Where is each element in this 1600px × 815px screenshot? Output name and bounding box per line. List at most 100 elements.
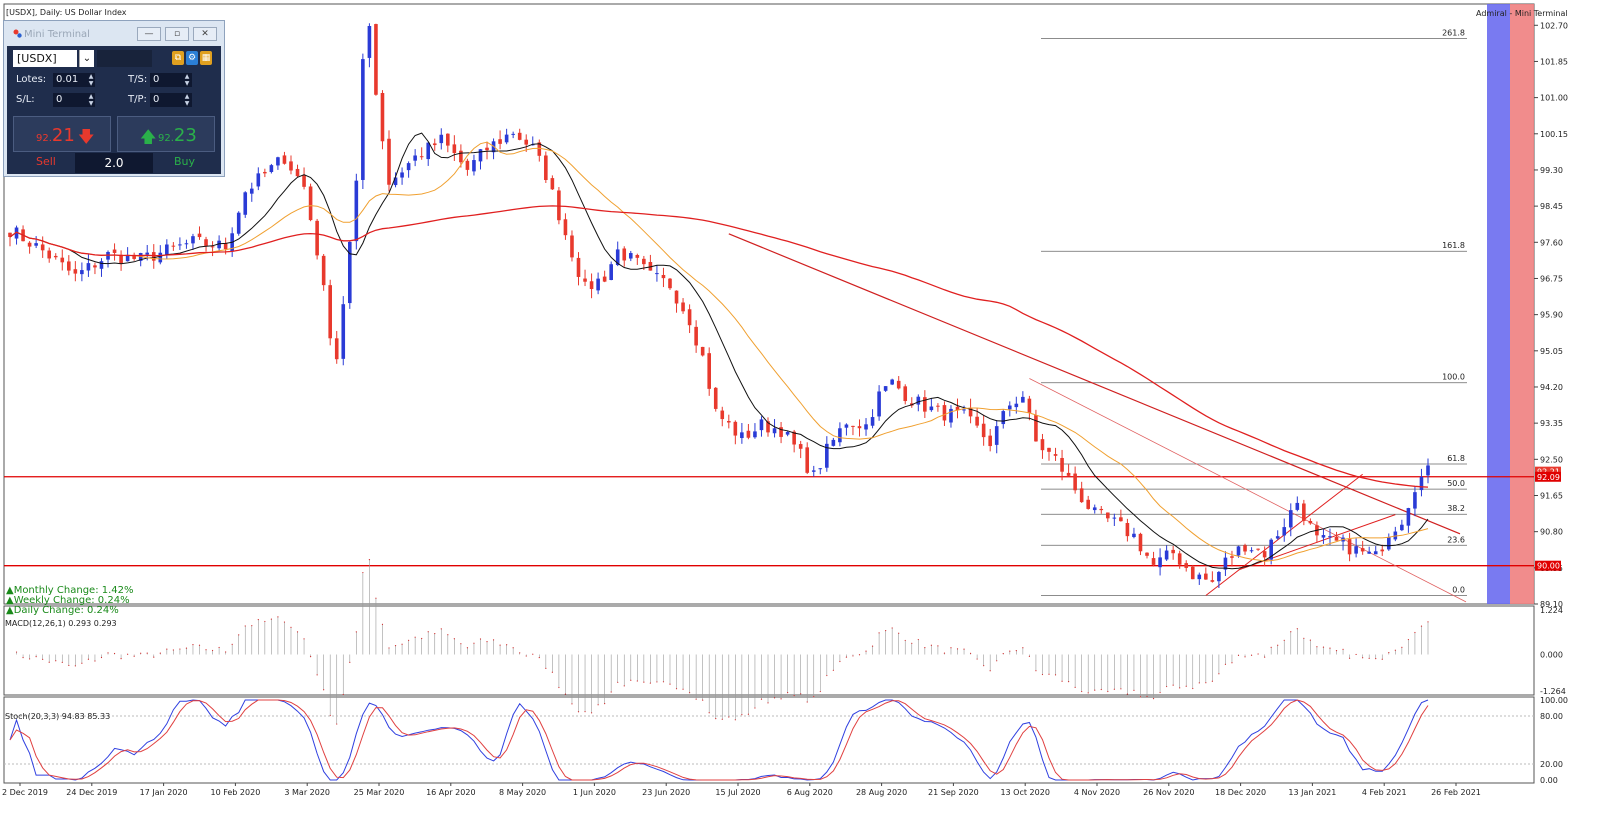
candle-body xyxy=(975,416,979,426)
lots-input[interactable]: 0.01 xyxy=(53,73,95,87)
chevron-down-icon[interactable]: ⌄ xyxy=(79,50,94,67)
macd-signal-dot xyxy=(989,670,991,672)
symbol-extra-field[interactable] xyxy=(97,50,152,67)
mini-terminal-titlebar[interactable]: Mini Terminal — ▫ ✕ xyxy=(4,21,224,45)
macd-signal-dot xyxy=(231,643,233,645)
restore-button[interactable]: ▫ xyxy=(165,27,189,41)
candle-body xyxy=(628,253,633,259)
sl-input[interactable]: 0 xyxy=(53,93,95,107)
macd-signal-dot xyxy=(434,632,436,635)
candle-body xyxy=(459,150,463,163)
close-button[interactable]: ✕ xyxy=(193,27,217,41)
macd-signal-dot xyxy=(1322,646,1325,648)
candle-body xyxy=(1400,524,1404,531)
ts-label: T/S: xyxy=(128,74,148,85)
macd-signal-dot xyxy=(983,665,985,667)
sl-spinner[interactable]: ▲ ▼ xyxy=(88,93,94,107)
price-tick-label: 95.90 xyxy=(1540,311,1563,320)
candle-body xyxy=(374,24,378,95)
candle-body xyxy=(857,426,862,429)
candle-body xyxy=(269,165,274,173)
macd-signal-dot xyxy=(1107,690,1109,693)
candle-body xyxy=(1373,551,1378,555)
candle-body xyxy=(870,417,875,426)
candle-body xyxy=(197,233,202,238)
candle-body xyxy=(1014,403,1019,408)
macd-signal-dot xyxy=(303,638,305,640)
minimize-button[interactable]: — xyxy=(137,27,161,41)
sell-button[interactable]: 92.21 🡇 xyxy=(13,116,111,152)
macd-signal-dot xyxy=(937,645,939,647)
ts-input[interactable]: 0 xyxy=(150,73,192,87)
tp-spinner[interactable]: ▲ ▼ xyxy=(184,93,190,107)
candle-body xyxy=(890,379,894,385)
grid-icon[interactable]: ▦ xyxy=(200,51,212,65)
copy-icon[interactable]: ⧉ xyxy=(172,51,184,65)
mini-terminal[interactable]: Mini Terminal — ▫ ✕ [USDX] ⌄ ⧉ ⚙ ▦ Lotes… xyxy=(3,20,225,177)
candle-body xyxy=(439,134,444,144)
macd-signal-dot xyxy=(760,698,763,700)
macd-signal-dot xyxy=(1028,655,1030,658)
macd-signal-dot xyxy=(1401,646,1403,649)
macd-tick-label: 0.000 xyxy=(1540,651,1563,660)
macd-signal-dot xyxy=(721,718,723,720)
candle-body xyxy=(1177,553,1182,565)
macd-signal-dot xyxy=(891,627,893,629)
fib-label: 161.8 xyxy=(1442,241,1465,250)
candle-body xyxy=(1040,439,1045,451)
ts-spinner[interactable]: ▲ ▼ xyxy=(184,73,190,87)
candle-body xyxy=(171,245,176,247)
candle-body xyxy=(557,190,561,221)
volume-input[interactable]: 2.0 xyxy=(75,153,153,173)
date-tick-label: 24 Dec 2019 xyxy=(66,788,117,797)
macd-signal-dot xyxy=(211,649,214,652)
macd-signal-dot xyxy=(930,644,932,646)
macd-signal-dot xyxy=(943,652,946,654)
lots-spinner[interactable]: ▲ ▼ xyxy=(88,73,94,87)
fib-label: 23.6 xyxy=(1447,535,1465,544)
price-badge-label: 90.00 xyxy=(1537,562,1560,571)
candle-body xyxy=(1204,573,1208,580)
buy-label[interactable]: Buy xyxy=(174,155,196,168)
candle-body xyxy=(1184,563,1189,568)
stoch-tick-label: 0.00 xyxy=(1540,776,1558,785)
macd-signal-dot xyxy=(819,690,821,693)
candle-body xyxy=(1426,465,1430,476)
macd-signal-dot xyxy=(283,621,286,623)
candle-body xyxy=(1132,533,1136,538)
candle-body xyxy=(1112,517,1117,519)
candle-body xyxy=(145,252,150,255)
macd-signal-dot xyxy=(898,632,900,634)
macd-signal-dot xyxy=(1113,688,1115,690)
sma-short-line xyxy=(9,132,1429,570)
date-tick-label: 26 Nov 2020 xyxy=(1143,788,1194,797)
tp-input[interactable]: 0 xyxy=(150,93,192,107)
candle-body xyxy=(1275,536,1280,539)
macd-signal-dot xyxy=(688,692,691,694)
macd-signal-dot xyxy=(1205,682,1207,684)
candle-body xyxy=(687,309,692,326)
candle-body xyxy=(655,273,659,275)
candle-body xyxy=(511,133,515,135)
date-tick-label: 23 Jun 2020 xyxy=(642,788,690,797)
symbol-select[interactable]: [USDX] xyxy=(13,50,77,67)
macd-signal-dot xyxy=(956,648,959,650)
sell-label[interactable]: Sell xyxy=(36,155,56,168)
macd-signal-dot xyxy=(257,618,259,621)
price-tick-label: 94.20 xyxy=(1540,383,1563,392)
date-tick-label: 15 Jul 2020 xyxy=(715,788,760,797)
price-tick-label: 93.35 xyxy=(1540,419,1563,428)
macd-signal-dot xyxy=(1329,647,1331,649)
buy-button[interactable]: 🡅 92.23 xyxy=(117,116,215,152)
price-tick-label: 92.50 xyxy=(1540,455,1563,464)
candle-body xyxy=(1236,546,1241,556)
macd-signal-dot xyxy=(1335,650,1338,652)
macd-signal-dot xyxy=(708,712,710,714)
macd-signal-dot xyxy=(1146,695,1148,698)
settings-icon[interactable]: ⚙ xyxy=(186,51,198,65)
macd-signal-dot xyxy=(1166,685,1168,688)
macd-signal-dot xyxy=(1394,649,1396,651)
macd-signal-dot xyxy=(865,650,867,652)
price-tick-label: 97.60 xyxy=(1540,238,1563,247)
